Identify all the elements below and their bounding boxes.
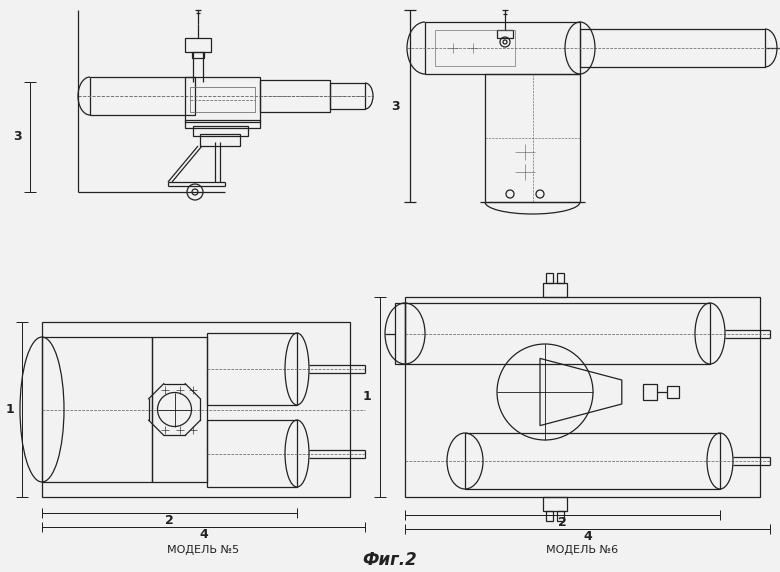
Bar (42, 337, 152, 482)
Bar (580, 29, 765, 67)
Text: 3: 3 (391, 100, 399, 113)
Bar (395, 303, 405, 364)
Bar (557, 511, 564, 521)
Bar (543, 283, 567, 297)
Bar (193, 126, 248, 136)
Bar (192, 52, 204, 58)
Bar (485, 74, 580, 202)
Bar (643, 384, 657, 400)
Bar (42, 322, 350, 497)
Text: Фиг.2: Фиг.2 (363, 551, 417, 569)
Text: МОДЕЛЬ №6: МОДЕЛЬ №6 (547, 545, 619, 555)
Bar (435, 30, 515, 66)
Bar (667, 386, 679, 398)
Bar (546, 511, 553, 521)
Text: МОДЕЛЬ №5: МОДЕЛЬ №5 (167, 545, 239, 555)
Bar (185, 77, 260, 122)
Bar (405, 303, 710, 364)
Text: 4: 4 (199, 527, 208, 541)
Text: 1: 1 (363, 391, 371, 403)
Bar (260, 80, 330, 112)
Bar (207, 333, 297, 405)
Text: 1: 1 (5, 403, 14, 416)
Bar (543, 497, 567, 511)
Bar (152, 337, 207, 482)
Bar (465, 433, 720, 489)
Bar (185, 38, 211, 52)
Bar (425, 22, 580, 74)
Bar (546, 273, 553, 283)
Text: 2: 2 (558, 515, 567, 529)
Text: 2: 2 (165, 514, 174, 526)
Text: 4: 4 (583, 530, 592, 542)
Bar (405, 297, 760, 497)
Bar (90, 77, 195, 115)
Bar (185, 120, 260, 128)
Bar (200, 134, 240, 146)
Bar (557, 273, 564, 283)
Bar (207, 420, 297, 487)
Bar (330, 83, 365, 109)
Bar (190, 87, 255, 112)
Text: 3: 3 (14, 130, 23, 144)
Bar (497, 30, 513, 38)
